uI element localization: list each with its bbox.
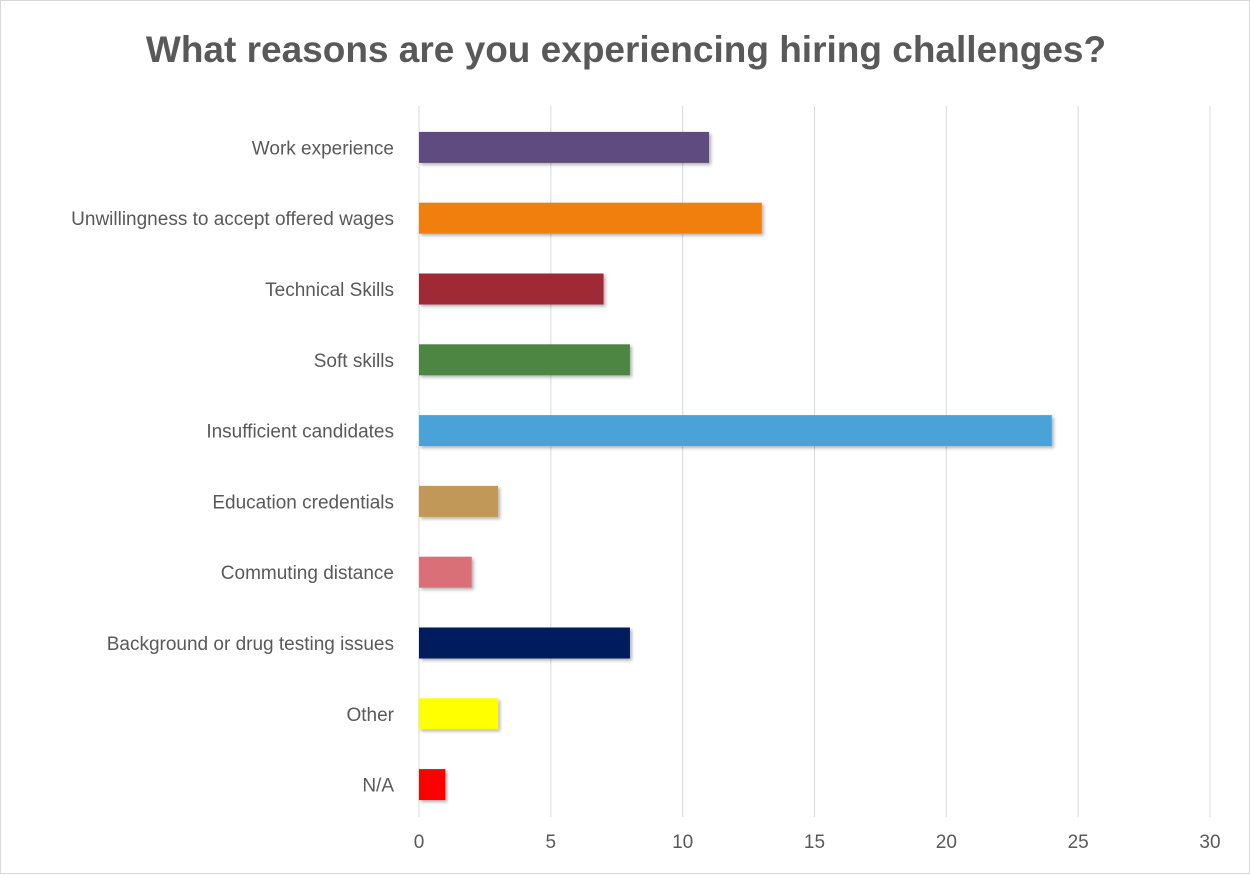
category-label: Insufficient candidates [206,422,394,443]
x-tick-label: 5 [546,832,557,853]
bar [419,627,630,659]
x-axis-tick-labels: 0 5 10 15 20 25 30 [414,832,1221,853]
x-tick-label: 30 [1199,832,1220,853]
x-tick-label: 25 [1068,832,1089,853]
bar [419,556,472,588]
category-label: Soft skills [314,351,394,372]
bar [419,415,1052,447]
bar [419,344,630,376]
x-tick-label: 15 [804,832,825,853]
category-label: Commuting distance [221,563,394,584]
bars [419,131,1052,801]
category-label: Unwillingness to accept offered wages [71,209,394,230]
category-label: Work experience [252,138,394,159]
chart-title: What reasons are you experiencing hiring… [145,29,1107,70]
bar [419,769,446,801]
category-label: Education credentials [212,492,394,513]
x-tick-label: 0 [414,832,425,853]
category-label: N/A [362,776,394,797]
category-label: Background or drug testing issues [107,634,394,655]
bar [419,273,604,305]
bar [419,698,499,730]
bar [419,202,762,234]
category-label: Other [346,705,394,726]
x-tick-label: 20 [936,832,957,853]
category-labels: Work experience Unwillingness to accept o… [71,138,395,796]
bar [419,485,499,517]
bar [419,131,710,163]
x-tick-label: 10 [672,832,693,853]
category-label: Technical Skills [265,280,394,301]
